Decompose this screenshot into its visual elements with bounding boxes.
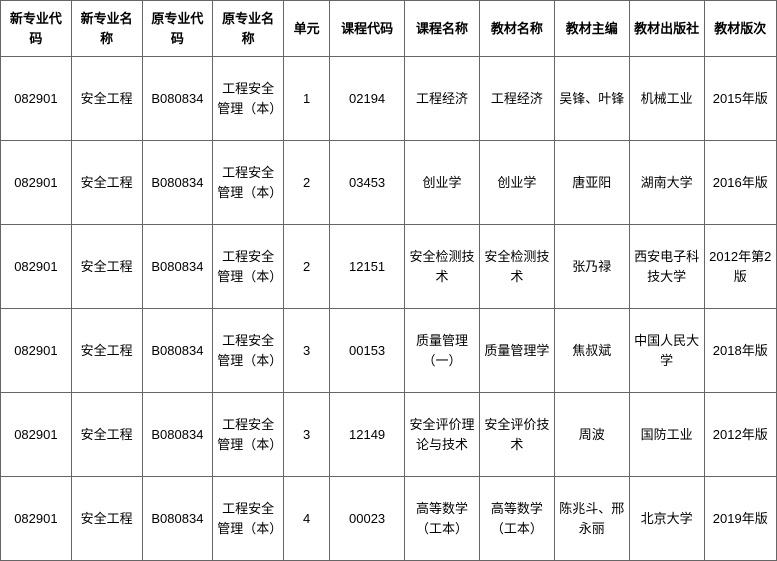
col-header: 教材版次 bbox=[704, 1, 776, 57]
cell: 周波 bbox=[554, 393, 629, 477]
cell: 03453 bbox=[330, 141, 405, 225]
cell: 工程经济 bbox=[479, 57, 554, 141]
cell: 4 bbox=[284, 477, 330, 561]
cell: 工程安全管理（本） bbox=[213, 309, 284, 393]
data-table: 新专业代码 新专业名称 原专业代码 原专业名称 单元 课程代码 课程名称 教材名… bbox=[0, 0, 777, 561]
cell: 北京大学 bbox=[629, 477, 704, 561]
cell: 2 bbox=[284, 141, 330, 225]
cell: 湖南大学 bbox=[629, 141, 704, 225]
cell: 12151 bbox=[330, 225, 405, 309]
cell: B080834 bbox=[142, 309, 213, 393]
cell: 2012年版 bbox=[704, 393, 776, 477]
table-row: 082901 安全工程 B080834 工程安全管理（本） 4 00023 高等… bbox=[1, 477, 777, 561]
cell: 高等数学（工本） bbox=[405, 477, 480, 561]
cell: 安全工程 bbox=[71, 309, 142, 393]
cell: 2019年版 bbox=[704, 477, 776, 561]
cell: 陈兆斗、邢永丽 bbox=[554, 477, 629, 561]
cell: 安全评价技术 bbox=[479, 393, 554, 477]
table-header-row: 新专业代码 新专业名称 原专业代码 原专业名称 单元 课程代码 课程名称 教材名… bbox=[1, 1, 777, 57]
cell: 张乃禄 bbox=[554, 225, 629, 309]
col-header: 原专业名称 bbox=[213, 1, 284, 57]
cell: 2012年第2版 bbox=[704, 225, 776, 309]
col-header: 原专业代码 bbox=[142, 1, 213, 57]
cell: 工程安全管理（本） bbox=[213, 225, 284, 309]
col-header: 课程代码 bbox=[330, 1, 405, 57]
cell: B080834 bbox=[142, 393, 213, 477]
cell: 创业学 bbox=[479, 141, 554, 225]
table-row: 082901 安全工程 B080834 工程安全管理（本） 2 03453 创业… bbox=[1, 141, 777, 225]
cell: 机械工业 bbox=[629, 57, 704, 141]
cell: 安全检测技术 bbox=[479, 225, 554, 309]
col-header: 新专业代码 bbox=[1, 1, 72, 57]
cell: 082901 bbox=[1, 477, 72, 561]
cell: B080834 bbox=[142, 225, 213, 309]
cell: 2016年版 bbox=[704, 141, 776, 225]
table-row: 082901 安全工程 B080834 工程安全管理（本） 3 12149 安全… bbox=[1, 393, 777, 477]
cell: 3 bbox=[284, 309, 330, 393]
cell: 安全工程 bbox=[71, 393, 142, 477]
col-header: 教材出版社 bbox=[629, 1, 704, 57]
cell: 工程安全管理（本） bbox=[213, 141, 284, 225]
cell: 安全工程 bbox=[71, 57, 142, 141]
col-header: 课程名称 bbox=[405, 1, 480, 57]
cell: 唐亚阳 bbox=[554, 141, 629, 225]
cell: 3 bbox=[284, 393, 330, 477]
table-row: 082901 安全工程 B080834 工程安全管理（本） 1 02194 工程… bbox=[1, 57, 777, 141]
cell: 安全评价理论与技术 bbox=[405, 393, 480, 477]
cell: 082901 bbox=[1, 393, 72, 477]
cell: 082901 bbox=[1, 225, 72, 309]
cell: 2015年版 bbox=[704, 57, 776, 141]
cell: 工程安全管理（本） bbox=[213, 477, 284, 561]
cell: 00023 bbox=[330, 477, 405, 561]
cell: 安全工程 bbox=[71, 141, 142, 225]
cell: 国防工业 bbox=[629, 393, 704, 477]
cell: 工程安全管理（本） bbox=[213, 57, 284, 141]
cell: B080834 bbox=[142, 57, 213, 141]
col-header: 新专业名称 bbox=[71, 1, 142, 57]
cell: 082901 bbox=[1, 57, 72, 141]
cell: 质量管理学 bbox=[479, 309, 554, 393]
cell: 12149 bbox=[330, 393, 405, 477]
cell: 安全工程 bbox=[71, 477, 142, 561]
cell: 082901 bbox=[1, 309, 72, 393]
cell: 安全工程 bbox=[71, 225, 142, 309]
cell: 工程安全管理（本） bbox=[213, 393, 284, 477]
cell: 2018年版 bbox=[704, 309, 776, 393]
table-container: 新专业代码 新专业名称 原专业代码 原专业名称 单元 课程代码 课程名称 教材名… bbox=[0, 0, 777, 561]
cell: 吴锋、叶锋 bbox=[554, 57, 629, 141]
cell: 质量管理（一） bbox=[405, 309, 480, 393]
cell: 工程经济 bbox=[405, 57, 480, 141]
cell: 创业学 bbox=[405, 141, 480, 225]
col-header: 单元 bbox=[284, 1, 330, 57]
col-header: 教材主编 bbox=[554, 1, 629, 57]
col-header: 教材名称 bbox=[479, 1, 554, 57]
cell: 焦叔斌 bbox=[554, 309, 629, 393]
cell: 2 bbox=[284, 225, 330, 309]
cell: 中国人民大学 bbox=[629, 309, 704, 393]
table-row: 082901 安全工程 B080834 工程安全管理（本） 2 12151 安全… bbox=[1, 225, 777, 309]
cell: 00153 bbox=[330, 309, 405, 393]
cell: 西安电子科技大学 bbox=[629, 225, 704, 309]
cell: 安全检测技术 bbox=[405, 225, 480, 309]
cell: B080834 bbox=[142, 477, 213, 561]
cell: 高等数学（工本） bbox=[479, 477, 554, 561]
table-row: 082901 安全工程 B080834 工程安全管理（本） 3 00153 质量… bbox=[1, 309, 777, 393]
cell: 082901 bbox=[1, 141, 72, 225]
cell: 1 bbox=[284, 57, 330, 141]
cell: 02194 bbox=[330, 57, 405, 141]
cell: B080834 bbox=[142, 141, 213, 225]
